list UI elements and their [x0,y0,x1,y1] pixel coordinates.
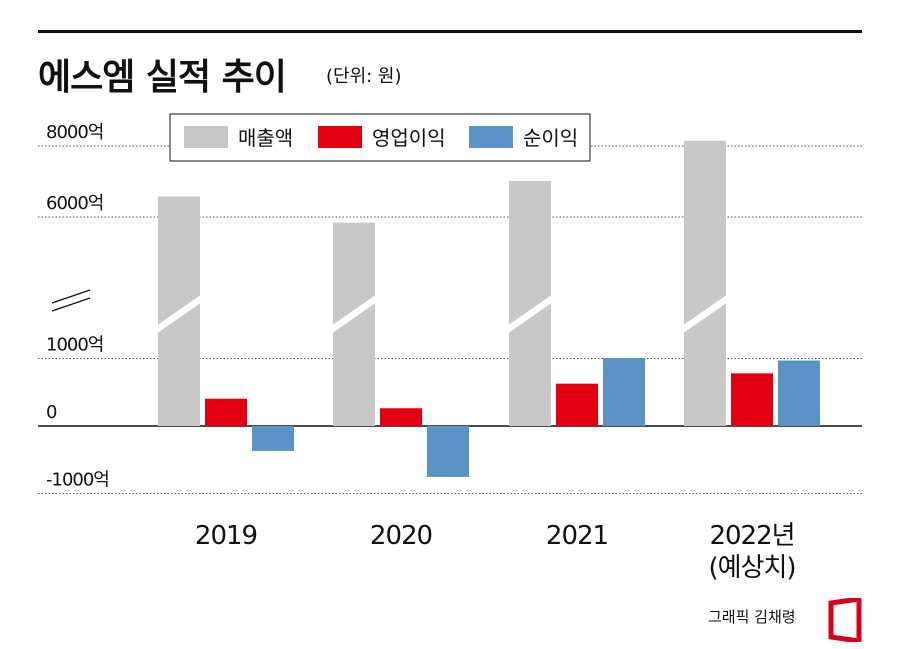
y-tick-label: 1000억 [46,335,103,356]
x-tick-label: 2019 [195,521,257,551]
bar [731,373,773,426]
x-tick-label: 2020 [370,521,432,551]
graphic-credit: 그래픽 김채령 [708,608,796,626]
x-tick-label: (예상치) [708,553,795,583]
bar-break-mark [156,294,202,334]
bar [556,383,598,426]
bar [603,358,645,426]
bar [778,360,820,426]
unit-label: (단위: 원) [326,66,402,87]
bar [427,426,469,477]
chart-title: 에스엠 실적 추이 [38,57,287,98]
legend-label: 영업이익 [372,126,446,150]
x-tick-label: 2022년 [709,521,794,551]
bar-break-mark [507,294,553,334]
y-tick-label: 6000억 [46,193,103,214]
bar [684,140,726,427]
y-tick-label: -1000억 [46,470,109,491]
bar-break-mark [682,294,728,334]
top-rule [38,30,862,33]
legend-box [169,113,591,162]
y-tick-label: 0 [46,402,57,423]
bar [380,408,422,426]
bar-break-mark [331,294,377,334]
y-tick-label: 8000억 [46,122,103,143]
legend-label: 순이익 [523,126,578,150]
bar [205,398,247,426]
legend-swatch [184,126,228,148]
legend-swatch [318,126,362,148]
bar [252,426,294,451]
brand-logo-icon [828,598,862,642]
axis-break-mark [51,297,91,312]
legend-swatch [469,126,513,148]
axis-break-mark [51,289,91,304]
legend-label: 매출액 [238,126,293,150]
x-tick-label: 2021 [546,521,608,551]
